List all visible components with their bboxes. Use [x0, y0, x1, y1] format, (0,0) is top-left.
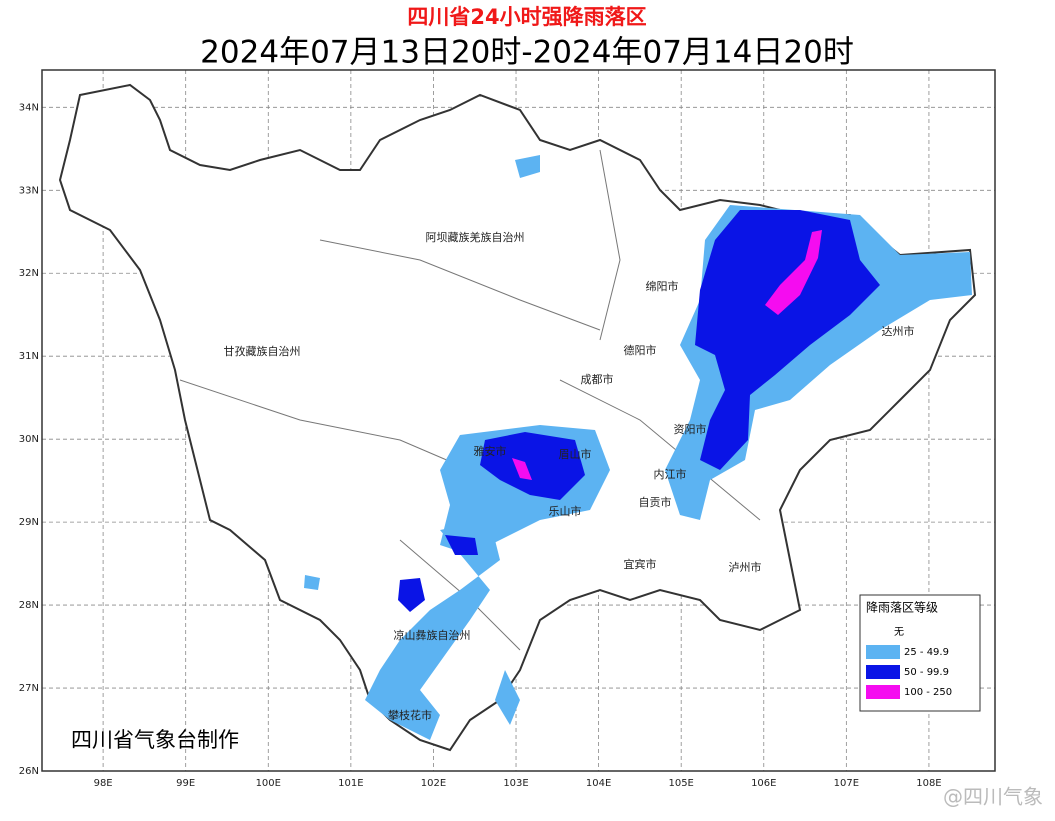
- lon-tick-label: 104E: [586, 778, 611, 789]
- lon-tick-label: 98E: [94, 778, 113, 789]
- legend-swatch: [866, 665, 900, 679]
- legend-label: 无: [894, 627, 904, 638]
- lat-tick-label: 29N: [19, 517, 39, 528]
- place-label: 绵阳市: [646, 279, 679, 293]
- place-label: 资阳市: [674, 422, 707, 436]
- lat-tick-label: 32N: [19, 268, 39, 279]
- lat-tick-label: 27N: [19, 683, 39, 694]
- legend-label: 25 - 49.9: [904, 647, 949, 658]
- legend-label: 100 - 250: [904, 687, 952, 698]
- place-label: 眉山市: [559, 447, 592, 461]
- rain-areas: [304, 155, 972, 740]
- place-label: 内江市: [654, 467, 687, 481]
- place-label: 甘孜藏族自治州: [224, 344, 301, 358]
- place-label: 阿坝藏族羌族自治州: [426, 230, 525, 244]
- map-frame: [41, 69, 996, 772]
- place-label: 攀枝花市: [388, 708, 432, 722]
- place-label: 泸州市: [729, 560, 762, 574]
- lat-tick-label: 31N: [19, 351, 39, 362]
- lon-tick-label: 100E: [256, 778, 281, 789]
- title: 四川省24小时强降雨落区: [407, 5, 646, 29]
- place-label: 德阳市: [624, 343, 657, 357]
- place-label: 成都市: [581, 372, 614, 386]
- legend: 降雨落区等级 无25 - 49.9 50 - 99.9 100 - 250: [859, 594, 981, 712]
- lat-tick-label: 34N: [19, 102, 39, 113]
- lat-tick-label: 30N: [19, 434, 39, 445]
- subtitle: 2024年07月13日20时-2024年07月14日20时: [200, 35, 854, 71]
- lon-tick-label: 102E: [421, 778, 446, 789]
- lon-tick-label: 101E: [338, 778, 363, 789]
- legend-title: 降雨落区等级: [866, 601, 938, 615]
- lon-tick-label: 105E: [668, 778, 693, 789]
- place-label: 达州市: [882, 324, 915, 338]
- place-label: 乐山市: [549, 504, 582, 518]
- credit: 四川省气象台制作: [71, 728, 239, 752]
- legend-label: 50 - 99.9: [904, 667, 949, 678]
- lon-tick-label: 107E: [834, 778, 859, 789]
- lat-tick-label: 26N: [19, 766, 39, 777]
- lon-tick-label: 106E: [751, 778, 776, 789]
- province-outline: [58, 83, 977, 752]
- lat-tick-label: 33N: [19, 185, 39, 196]
- lon-tick-label: 103E: [503, 778, 528, 789]
- watermark: @四川气象: [943, 785, 1043, 809]
- lon-tick-label: 108E: [916, 778, 941, 789]
- place-labels: 阿坝藏族羌族自治州 甘孜藏族自治州 绵阳市 德阳市 成都市 达州市 资阳市 内江…: [224, 230, 915, 722]
- lat-tick-label: 28N: [19, 600, 39, 611]
- lon-tick-label: 99E: [176, 778, 195, 789]
- place-label: 雅安市: [474, 444, 507, 458]
- place-label: 自贡市: [639, 495, 672, 509]
- legend-swatch: [866, 645, 900, 659]
- place-label: 宜宾市: [624, 557, 657, 571]
- place-label: 凉山彝族自治州: [394, 628, 471, 642]
- legend-swatch: [866, 685, 900, 699]
